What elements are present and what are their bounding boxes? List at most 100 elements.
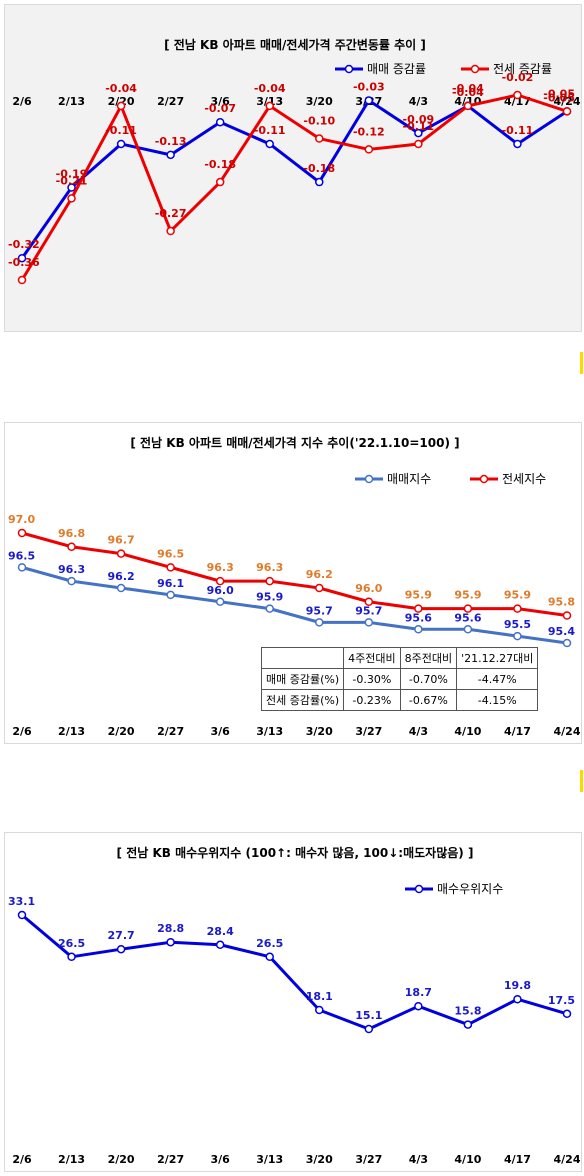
data-label: 96.3 [256, 561, 283, 574]
table-cell: -0.23% [343, 689, 401, 711]
chart-title: [ 전남 KB 매수우위지수 (100↑: 매수자 많음, 100↓:매도자많음… [117, 845, 474, 860]
x-tick-label: 3/13 [256, 1153, 283, 1166]
table-header-cell: 8주전대비 [399, 647, 458, 669]
data-label: -0.04 [254, 82, 286, 95]
table-cell: -0.67% [399, 689, 458, 711]
data-label: -0.07 [204, 102, 236, 115]
data-point [166, 150, 175, 160]
data-point [116, 944, 126, 954]
data-point [215, 177, 225, 187]
weekly-change-chart-panel: [ 전남 KB 아파트 매매/전세가격 주간변동률 추이 ] 매매 증감률 전세 증… [4, 4, 582, 332]
data-label: 96.5 [157, 547, 184, 560]
data-label: 96.1 [157, 577, 184, 590]
data-point [513, 90, 522, 100]
x-tick-label: 2/20 [108, 725, 135, 738]
data-label: -0.02 [502, 71, 534, 84]
data-point [463, 625, 473, 634]
x-tick-label: 2/6 [12, 95, 32, 108]
data-label: 96.3 [207, 561, 234, 574]
data-point [414, 1001, 423, 1011]
chart-title: [ 전남 KB 아파트 매매/전세가격 지수 추이('22.1.10=100) … [130, 435, 459, 450]
x-tick-label: 3/20 [306, 95, 333, 108]
data-label: -0.09 [403, 113, 435, 126]
data-label: -0.11 [502, 124, 534, 137]
data-label: 19.8 [504, 979, 531, 992]
data-point [562, 611, 572, 620]
data-label: -0.05 [543, 87, 575, 100]
x-tick-label: 3/13 [256, 95, 283, 108]
data-label: 33.1 [8, 895, 35, 908]
data-point [513, 139, 522, 149]
data-point [265, 576, 274, 586]
data-point [17, 563, 27, 572]
x-tick-label: 3/20 [306, 1153, 333, 1166]
yellow-marker [580, 352, 583, 374]
x-tick-label: 2/20 [108, 1153, 135, 1166]
data-point [166, 226, 175, 236]
data-point [265, 101, 274, 111]
data-label: 17.5 [548, 994, 575, 1007]
data-label: 95.7 [355, 604, 382, 617]
legend-swatch-marker [470, 64, 480, 74]
table-header-cell [260, 647, 345, 669]
table-cell: -4.47% [456, 668, 539, 690]
x-tick-label: 4/3 [409, 95, 428, 108]
data-point [116, 549, 126, 558]
x-tick-label: 3/27 [355, 725, 382, 738]
buyer-index-chart: [ 전남 KB 매수우위지수 (100↑: 매수자 많음, 100↓:매도자많음… [8, 845, 581, 1166]
data-point [364, 1024, 374, 1034]
x-tick-label: 4/3 [409, 725, 428, 738]
data-point [67, 183, 76, 192]
data-point [67, 952, 76, 962]
series-line [21, 913, 568, 1031]
x-tick-label: 2/13 [58, 725, 85, 738]
data-point [215, 576, 225, 586]
data-label: 18.1 [306, 990, 333, 1003]
table-header-row: 4주전대비 8주전대비 '21.12.27대비 [260, 647, 539, 669]
data-label: 96.3 [58, 563, 85, 576]
data-label: 28.8 [157, 922, 184, 935]
data-label: 95.4 [548, 625, 575, 638]
data-label: 95.8 [548, 596, 575, 609]
x-tick-label: 2/6 [12, 725, 32, 738]
data-point [116, 101, 126, 111]
buyer-index-chart-panel: [ 전남 KB 매수우위지수 (100↑: 매수자 많음, 100↓:매도자많음… [4, 832, 582, 1172]
data-point [513, 631, 522, 641]
data-point [513, 994, 522, 1004]
data-label: 26.5 [58, 937, 85, 950]
data-point [414, 625, 423, 634]
data-label: 95.5 [504, 618, 531, 631]
table-cell: -0.30% [343, 668, 401, 690]
table-header-cell: 4주전대비 [343, 647, 401, 669]
series-line [21, 565, 568, 645]
data-point [513, 604, 522, 613]
data-label: 96.5 [8, 549, 35, 562]
data-point [315, 177, 324, 187]
data-label: 27.7 [108, 929, 135, 942]
data-label: 97.0 [8, 513, 35, 526]
x-tick-label: 4/24 [554, 725, 581, 738]
x-tick-label: 4/10 [454, 725, 481, 738]
series-line [20, 98, 568, 260]
data-label: 95.7 [306, 604, 333, 617]
data-point [414, 128, 423, 138]
x-tick-label: 4/24 [554, 1153, 581, 1166]
table-cell: -4.15% [456, 689, 539, 711]
data-label: 15.8 [454, 1005, 481, 1018]
data-label: 95.9 [405, 589, 432, 602]
data-label: 96.2 [108, 570, 135, 583]
data-point [562, 1009, 572, 1019]
x-tick-label: 4/24 [554, 95, 581, 108]
data-label: -0.11 [105, 124, 137, 137]
change-summary-table: 4주전대비 8주전대비 '21.12.27대비 매매 증감률(%) -0.30%… [260, 647, 539, 711]
data-point [116, 139, 126, 149]
data-label: 26.5 [256, 937, 283, 950]
data-label: -0.18 [303, 162, 335, 175]
data-point [265, 139, 274, 149]
data-label: 96.7 [108, 534, 135, 547]
data-point [166, 563, 175, 572]
data-point [17, 253, 27, 263]
x-tick-label: 2/20 [108, 95, 135, 108]
data-label: 95.6 [454, 611, 481, 624]
data-label: -0.32 [8, 238, 40, 251]
